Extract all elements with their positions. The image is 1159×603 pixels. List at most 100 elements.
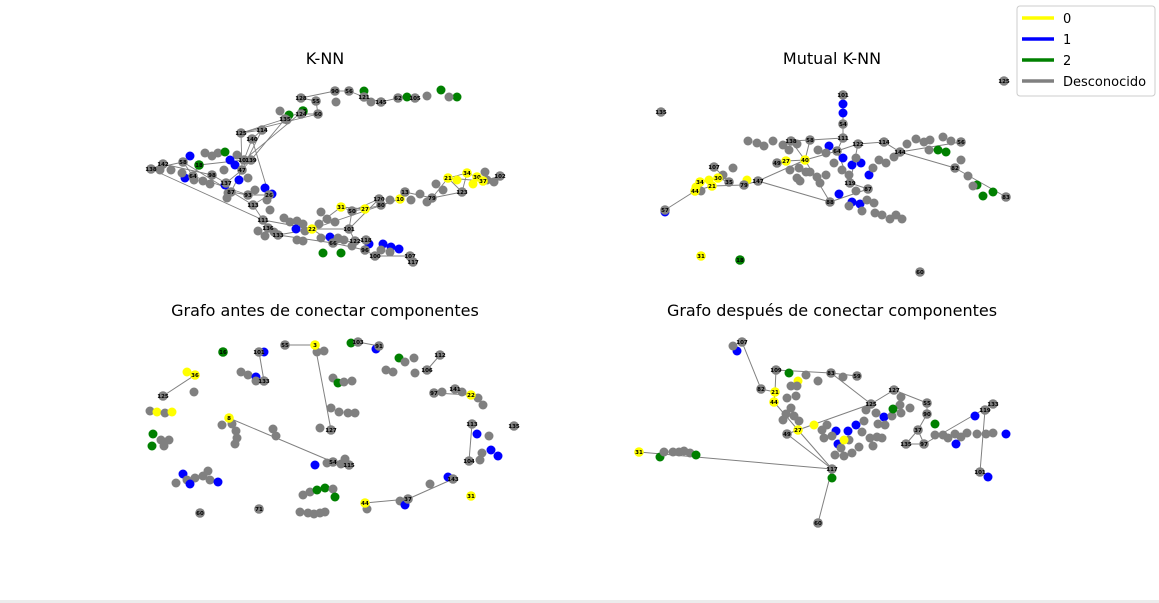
node-label: 31 [697, 254, 705, 260]
graph-node [230, 160, 240, 170]
graph-node-137 [221, 178, 231, 188]
graph-node-102 [495, 171, 505, 181]
graph-node-37 [403, 494, 413, 504]
node-label: 96 [361, 248, 369, 254]
graph-node [182, 367, 192, 377]
graph-node-138 [786, 136, 796, 146]
graph-node-125 [236, 128, 246, 138]
graph-node [385, 247, 395, 257]
graph-node [271, 431, 281, 441]
panel-title-knn: K-NN [306, 49, 345, 68]
graph-node [813, 376, 823, 386]
graph-node [855, 199, 865, 209]
graph-node-114 [257, 125, 267, 135]
graph-node-106 [422, 365, 432, 375]
legend-entry-desconocido: Desconocido [1022, 75, 1146, 90]
graph-node [251, 376, 261, 386]
graph-edge [431, 191, 463, 199]
graph-node [925, 135, 935, 145]
graph-node [896, 392, 906, 402]
graph-node [268, 424, 278, 434]
graph-node-139 [246, 155, 256, 165]
graph-node [924, 145, 934, 155]
graph-node-31 [696, 251, 706, 261]
graph-node [473, 393, 483, 403]
graph-node [834, 189, 844, 199]
graph-edge [638, 451, 833, 470]
graph-edge [804, 150, 838, 161]
graph-edge [314, 344, 332, 431]
node-label: 118 [360, 238, 372, 244]
node-label: 37 [479, 179, 487, 185]
graph-node-117 [408, 257, 418, 267]
graph-node [839, 435, 849, 445]
node-label: 55 [281, 343, 289, 349]
graph-node [877, 210, 887, 220]
graph-node-113 [467, 419, 477, 429]
node-label: 58 [179, 160, 187, 166]
graph-node [319, 346, 329, 356]
graph-node [265, 205, 275, 215]
graph-node [295, 507, 305, 517]
graph-node [468, 179, 478, 189]
graph-node-125 [158, 391, 168, 401]
graph-node [962, 428, 972, 438]
node-label: 91 [375, 344, 383, 350]
graph-node-26 [264, 190, 274, 200]
graph-node-49 [782, 429, 792, 439]
graph-node [167, 407, 177, 417]
graph-node-16 [218, 347, 228, 357]
graph-node-60 [313, 109, 323, 119]
graph-node-31 [336, 202, 346, 212]
graph-node-31 [466, 491, 476, 501]
graph-node-55 [922, 398, 932, 408]
before-connect-nodes: 3 55 103 91 112 16 101 36 125 106 8 54 135 141 31 44 60 7… [145, 337, 520, 519]
graph-node [879, 412, 889, 422]
graph-node-135 [656, 107, 666, 117]
node-label: 64 [189, 174, 197, 180]
node-label: 71 [255, 507, 263, 513]
graph-node-122 [350, 236, 360, 246]
graph-node-27 [793, 425, 803, 435]
node-label: 138 [145, 167, 157, 173]
graph-edge [240, 113, 319, 134]
panel-after-connect: Grafo después de conectar componentes 10… [634, 301, 1011, 528]
graph-edge [664, 190, 696, 211]
graph-node-56 [956, 137, 966, 147]
node-label: 40 [801, 158, 809, 164]
graph-node [275, 106, 285, 116]
graph-node-55 [311, 96, 321, 106]
graph-node-40 [800, 155, 810, 165]
node-label: 120 [373, 197, 385, 203]
graph-node-96 [360, 245, 370, 255]
graph-node [784, 145, 794, 155]
node-label: 22 [308, 227, 316, 233]
graph-node [752, 138, 762, 148]
node-label: 143 [447, 477, 459, 483]
node-label: 27 [782, 159, 790, 165]
graph-node-44 [360, 498, 370, 508]
node-label: 108 [238, 158, 250, 164]
node-label: 139 [245, 158, 257, 164]
graph-node [794, 416, 804, 426]
graph-node [200, 148, 210, 158]
graph-node [1001, 429, 1011, 439]
graph-node [691, 450, 701, 460]
graph-node-64 [188, 171, 198, 181]
graph-node [166, 165, 176, 175]
graph-node-141 [450, 384, 460, 394]
graph-node [870, 208, 880, 218]
graph-edge [757, 180, 831, 203]
graph-node [477, 448, 487, 458]
graph-node [198, 176, 208, 186]
node-label: 55 [923, 401, 931, 407]
graph-node [171, 478, 181, 488]
graph-node-101 [838, 90, 848, 100]
node-label: 122 [349, 239, 361, 245]
graph-node-71 [254, 504, 264, 514]
graph-node-98 [207, 170, 217, 180]
graph-node [320, 483, 330, 493]
graph-node [410, 368, 420, 378]
graph-node [232, 150, 242, 160]
panel-before-connect: Grafo antes de conectar componentes 3 55 1… [145, 301, 520, 519]
